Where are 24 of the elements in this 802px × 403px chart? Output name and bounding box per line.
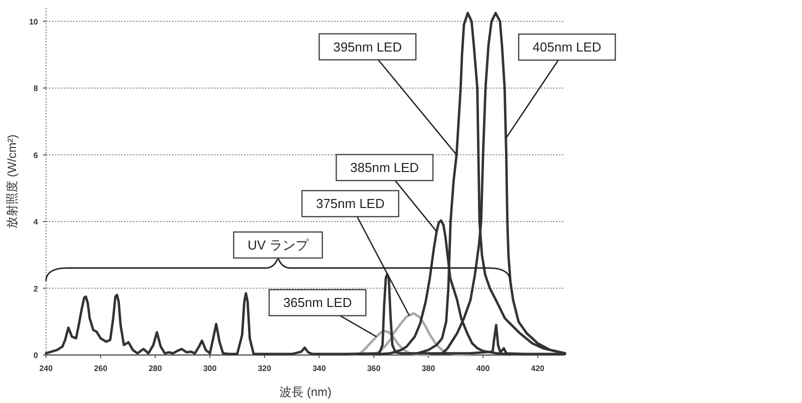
y-tick-label: 8: [34, 84, 39, 94]
y-tick-label: 2: [34, 284, 39, 294]
x-tick-label: 240: [39, 364, 54, 373]
x-tick-label: 320: [258, 364, 272, 373]
y-tick-label: 6: [34, 150, 39, 160]
annotation: 375nm LED: [316, 196, 385, 212]
x-axis-title: 波長 (nm): [280, 385, 332, 399]
x-tick-label: 400: [476, 364, 490, 373]
annotation: 405nm LED: [532, 40, 602, 55]
annotation: 365nm LED: [283, 295, 352, 310]
x-tick-label: 340: [312, 364, 326, 373]
x-tick-label: 260: [94, 364, 108, 373]
x-tick-label: 420: [531, 364, 545, 373]
x-tick-label: 380: [422, 364, 436, 373]
x-tick-label: 360: [367, 364, 382, 373]
y-tick-label: 0: [34, 351, 39, 360]
annotation: 385nm LED: [350, 160, 419, 176]
x-tick-label: 280: [148, 364, 162, 373]
y-tick-label: 4: [34, 218, 39, 227]
y-axis-title: 放射照度 (W/cm²): [5, 134, 19, 228]
annotation: 395nm LED: [333, 39, 402, 54]
x-tick-label: 300: [203, 364, 218, 373]
annotation: UV ランプ: [248, 238, 310, 252]
y-tick-label: 10: [29, 17, 39, 26]
